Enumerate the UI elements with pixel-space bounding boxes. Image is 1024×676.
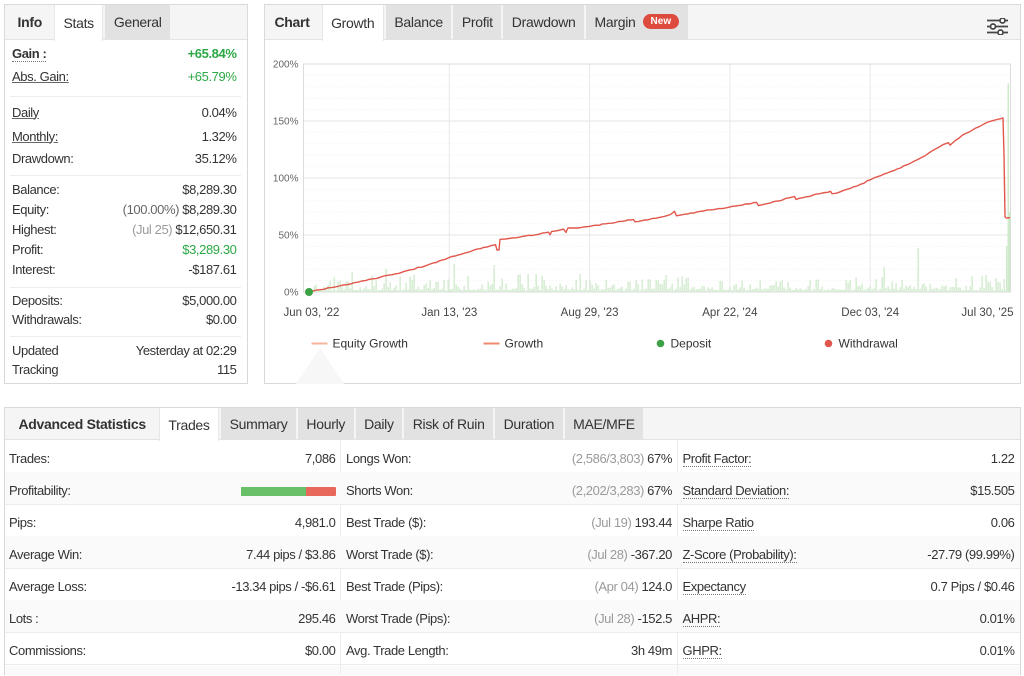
- svg-text:150%: 150%: [272, 116, 298, 127]
- svg-text:0%: 0%: [284, 287, 299, 298]
- svg-text:Withdrawal: Withdrawal: [838, 336, 897, 350]
- svg-text:Jul 30, '25: Jul 30, '25: [961, 307, 1013, 319]
- svg-text:Deposit: Deposit: [670, 336, 711, 350]
- svg-text:Jun 03, '22: Jun 03, '22: [283, 307, 339, 319]
- svg-text:Equity Growth: Equity Growth: [332, 336, 407, 350]
- svg-text:Dec 03, '24: Dec 03, '24: [841, 307, 899, 319]
- svg-text:50%: 50%: [278, 230, 298, 241]
- svg-text:Aug 29, '23: Aug 29, '23: [560, 307, 618, 319]
- svg-text:100%: 100%: [272, 173, 298, 184]
- svg-text:Apr 22, '24: Apr 22, '24: [702, 307, 758, 319]
- svg-text:Jan 13, '23: Jan 13, '23: [421, 307, 477, 319]
- svg-text:200%: 200%: [272, 59, 298, 70]
- svg-text:Growth: Growth: [504, 336, 543, 350]
